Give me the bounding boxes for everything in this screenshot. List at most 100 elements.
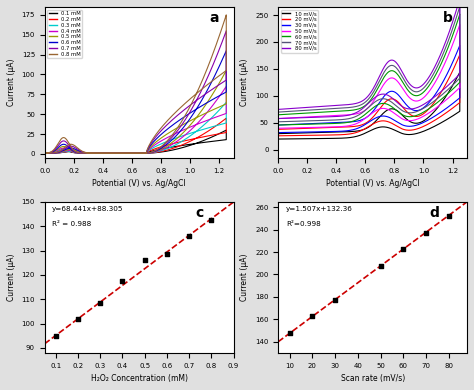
Line: 20 mV/s: 20 mV/s xyxy=(278,55,460,136)
0.4 mM xyxy=(110,151,116,156)
0.8 mM xyxy=(115,151,120,156)
Point xyxy=(118,278,126,284)
50 mV/s xyxy=(457,22,463,27)
0.1 mM xyxy=(202,138,208,142)
Legend: 0.1 mM, 0.2 mM, 0.3 mM, 0.4 mM, 0.5 mM, 0.6 mM, 0.7 mM, 0.8 mM: 0.1 mM, 0.2 mM, 0.3 mM, 0.4 mM, 0.5 mM, … xyxy=(47,10,82,58)
70 mV/s xyxy=(355,113,361,118)
0.5 mM xyxy=(110,151,116,156)
Point xyxy=(97,300,104,306)
0.8 mM xyxy=(155,129,161,134)
30 mV/s xyxy=(436,87,441,92)
0.8 mM xyxy=(223,12,229,17)
Text: d: d xyxy=(429,206,439,220)
0.8 mM xyxy=(79,151,85,155)
80 mV/s xyxy=(348,112,354,117)
0.3 mM xyxy=(110,151,116,156)
0.1 mM xyxy=(115,151,120,156)
0.2 mM xyxy=(155,145,161,150)
0.5 mM xyxy=(79,151,85,156)
0.7 mM xyxy=(79,151,85,156)
70 mV/s xyxy=(457,4,463,9)
Text: c: c xyxy=(196,206,204,220)
X-axis label: Scan rate (mV/s): Scan rate (mV/s) xyxy=(340,374,405,383)
10 mV/s xyxy=(389,126,394,131)
0.4 mM xyxy=(115,151,120,156)
70 mV/s xyxy=(348,116,354,121)
Point xyxy=(331,296,339,303)
20 mV/s xyxy=(348,131,354,136)
10 mV/s xyxy=(422,117,428,122)
0.1 mM xyxy=(189,142,195,147)
50 mV/s xyxy=(312,114,318,119)
Line: 10 mV/s: 10 mV/s xyxy=(278,72,460,139)
30 mV/s xyxy=(457,43,463,48)
Point xyxy=(52,333,60,339)
0.8 mM xyxy=(121,151,127,156)
0.4 mM xyxy=(42,151,47,156)
0.4 mM xyxy=(202,112,208,117)
0.7 mM xyxy=(202,80,208,85)
30 mV/s xyxy=(389,116,394,121)
30 mV/s xyxy=(422,104,428,109)
0.4 mM xyxy=(223,84,229,89)
0.3 mM xyxy=(115,151,120,156)
Point xyxy=(141,257,148,263)
Point xyxy=(445,213,453,219)
0.1 mM xyxy=(109,151,115,156)
10 mV/s xyxy=(348,135,354,140)
0.8 mM xyxy=(189,100,195,105)
X-axis label: H₂O₂ Concentration (mM): H₂O₂ Concentration (mM) xyxy=(91,374,188,383)
0.7 mM xyxy=(189,106,195,111)
50 mV/s xyxy=(348,123,354,128)
80 mV/s xyxy=(275,116,281,121)
0.1 mM xyxy=(42,151,47,156)
60 mV/s xyxy=(312,110,318,115)
0.3 mM xyxy=(202,122,208,126)
0.4 mM xyxy=(121,151,127,156)
10 mV/s xyxy=(275,131,281,136)
0.5 mM xyxy=(42,151,47,156)
60 mV/s xyxy=(389,105,394,109)
0.7 mM xyxy=(223,28,229,33)
0.1 mM xyxy=(155,147,161,152)
X-axis label: Potential (V) vs. Ag/AgCl: Potential (V) vs. Ag/AgCl xyxy=(326,179,419,188)
Legend: 10 mV/s, 20 mV/s, 30 mV/s, 50 mV/s, 60 mV/s, 70 mV/s, 80 mV/s: 10 mV/s, 20 mV/s, 30 mV/s, 50 mV/s, 60 m… xyxy=(281,10,318,53)
20 mV/s xyxy=(312,126,318,130)
80 mV/s xyxy=(436,57,441,62)
0.3 mM xyxy=(189,132,195,137)
20 mV/s xyxy=(355,129,361,134)
50 mV/s xyxy=(275,116,281,121)
0.4 mM xyxy=(79,151,85,156)
0.3 mM xyxy=(79,151,85,156)
30 mV/s xyxy=(355,126,361,131)
0.6 mM xyxy=(110,151,116,156)
Line: 0.7 mM: 0.7 mM xyxy=(45,31,226,153)
0.6 mM xyxy=(121,151,127,156)
0.4 mM xyxy=(42,151,47,156)
10 mV/s xyxy=(355,134,361,138)
10 mV/s xyxy=(436,105,441,109)
0.6 mM xyxy=(155,135,161,140)
30 mV/s xyxy=(312,121,318,126)
70 mV/s xyxy=(389,100,394,105)
0.6 mM xyxy=(42,151,47,156)
30 mV/s xyxy=(348,128,354,133)
0.2 mM xyxy=(121,151,127,156)
60 mV/s xyxy=(355,117,361,122)
0.2 mM xyxy=(42,151,47,156)
Line: 0.3 mM: 0.3 mM xyxy=(45,102,226,153)
0.6 mM xyxy=(115,151,120,156)
0.7 mM xyxy=(110,151,116,156)
0.6 mM xyxy=(223,48,229,53)
0.7 mM xyxy=(155,132,161,136)
Point xyxy=(163,251,171,257)
0.5 mM xyxy=(223,68,229,73)
20 mV/s xyxy=(436,94,441,99)
50 mV/s xyxy=(275,126,281,131)
Line: 0.5 mM: 0.5 mM xyxy=(45,71,226,153)
Line: 0.2 mM: 0.2 mM xyxy=(45,118,226,153)
0.1 mM xyxy=(42,151,47,156)
0.2 mM xyxy=(109,151,115,156)
Line: 0.6 mM: 0.6 mM xyxy=(45,51,226,153)
0.3 mM xyxy=(121,151,127,156)
